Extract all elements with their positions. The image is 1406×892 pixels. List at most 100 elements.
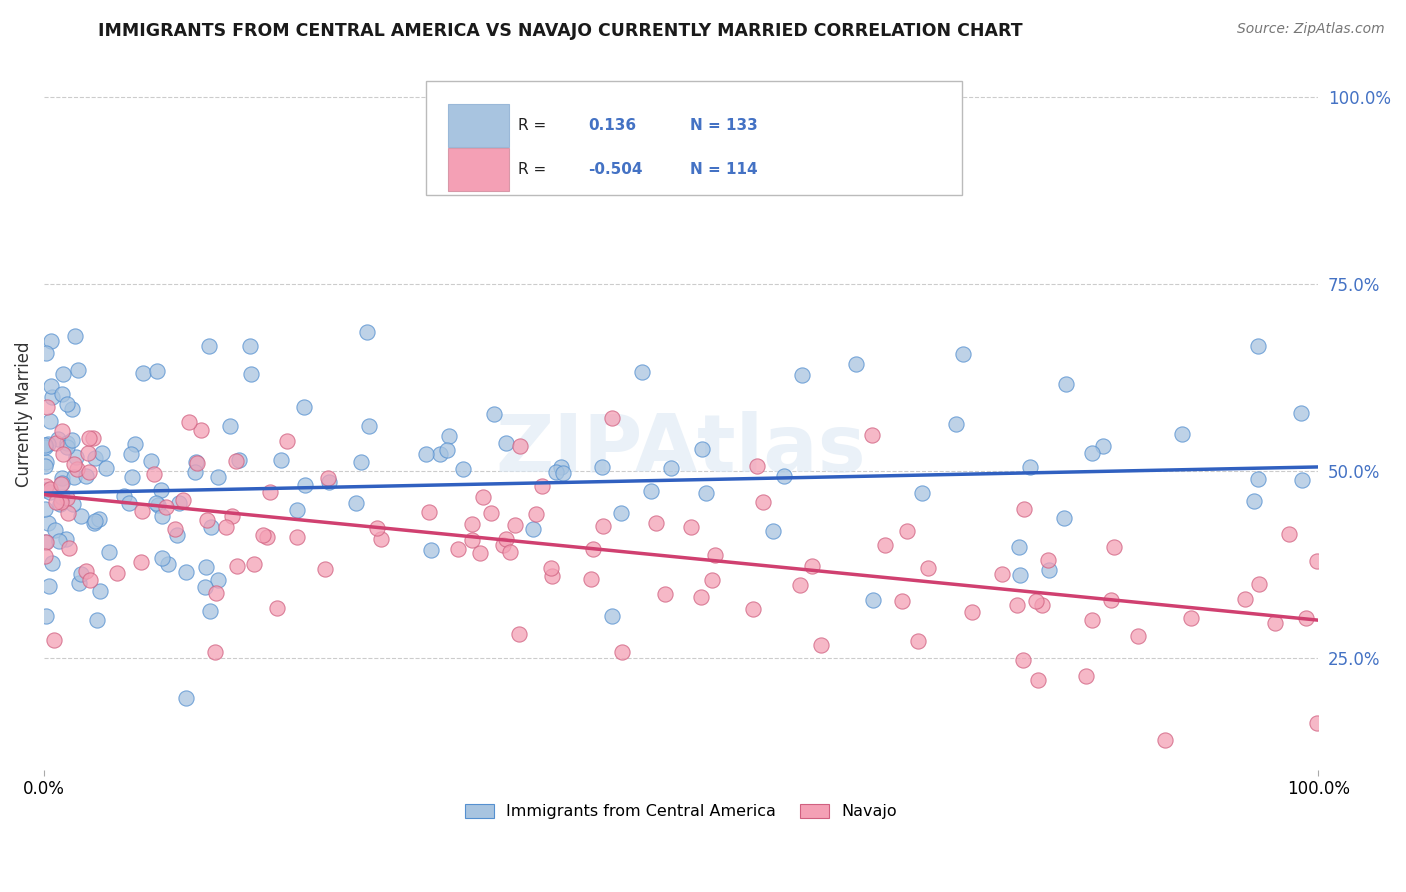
Point <box>531 479 554 493</box>
Point <box>243 558 266 572</box>
Point <box>75 469 97 483</box>
Point <box>56 397 79 411</box>
Point <box>146 364 169 378</box>
Point <box>1104 540 1126 554</box>
Point <box>1038 553 1060 567</box>
Point <box>41 556 63 570</box>
Point <box>51 476 73 491</box>
Point <box>292 400 315 414</box>
Point <box>155 500 177 514</box>
Point <box>810 638 832 652</box>
Point <box>447 542 470 557</box>
Point <box>907 634 929 648</box>
Point <box>34 459 56 474</box>
Point <box>37 437 59 451</box>
Point <box>124 437 146 451</box>
Point <box>105 566 128 581</box>
Point <box>200 519 222 533</box>
Point <box>132 367 155 381</box>
Point <box>62 497 84 511</box>
Point <box>34 440 56 454</box>
Point <box>195 513 218 527</box>
Point <box>1234 591 1257 606</box>
Point <box>86 613 108 627</box>
Point <box>207 469 229 483</box>
Point <box>695 486 717 500</box>
Text: N = 114: N = 114 <box>690 162 758 177</box>
Point <box>1052 510 1074 524</box>
Point <box>471 490 494 504</box>
Point <box>285 530 308 544</box>
Point <box>1091 439 1114 453</box>
FancyBboxPatch shape <box>449 104 509 147</box>
Point <box>415 447 437 461</box>
Point <box>228 453 250 467</box>
Point <box>91 446 114 460</box>
Point <box>600 609 623 624</box>
Text: N = 133: N = 133 <box>690 119 758 133</box>
Point <box>60 401 83 416</box>
Point <box>194 580 217 594</box>
Point <box>911 486 934 500</box>
Point <box>439 428 461 442</box>
Point <box>52 367 75 381</box>
Point <box>1278 527 1301 541</box>
Point <box>226 559 249 574</box>
Point <box>83 451 105 466</box>
Text: -0.504: -0.504 <box>588 162 643 177</box>
Point <box>225 454 247 468</box>
Point <box>65 450 87 465</box>
Point <box>79 573 101 587</box>
Point <box>1153 733 1175 747</box>
Point <box>645 516 668 530</box>
Point <box>77 446 100 460</box>
Point <box>58 541 80 556</box>
Point <box>1306 715 1329 730</box>
Point <box>546 466 568 480</box>
Point <box>156 557 179 571</box>
Point <box>600 411 623 425</box>
Point <box>553 466 575 480</box>
Point <box>172 492 194 507</box>
Point <box>1171 427 1194 442</box>
Point <box>34 609 56 624</box>
Point <box>316 471 339 485</box>
Point <box>82 431 104 445</box>
Point <box>579 572 602 586</box>
Point <box>366 521 388 535</box>
Point <box>990 567 1012 582</box>
Point <box>1076 669 1098 683</box>
Point <box>87 512 110 526</box>
Point <box>215 520 238 534</box>
Point <box>1247 577 1270 591</box>
Point <box>149 483 172 497</box>
Text: 0.136: 0.136 <box>588 119 637 133</box>
Point <box>370 532 392 546</box>
Point <box>896 524 918 538</box>
Point <box>63 470 86 484</box>
Point <box>167 496 190 510</box>
Point <box>1080 446 1102 460</box>
Point <box>481 506 503 520</box>
Point <box>184 454 207 468</box>
Point <box>1026 673 1049 688</box>
Point <box>550 460 572 475</box>
Point <box>35 346 58 360</box>
Point <box>207 573 229 587</box>
Point <box>165 522 187 536</box>
Text: Source: ZipAtlas.com: Source: ZipAtlas.com <box>1237 22 1385 37</box>
Point <box>66 462 89 476</box>
Point <box>190 423 212 437</box>
Point <box>845 357 868 371</box>
Point <box>752 495 775 509</box>
Point <box>56 491 79 506</box>
Point <box>46 433 69 447</box>
Point <box>917 561 939 575</box>
Point <box>195 560 218 574</box>
Point <box>875 538 897 552</box>
Point <box>34 502 56 516</box>
Point <box>238 339 260 353</box>
Point <box>118 496 141 510</box>
Point <box>39 482 62 496</box>
Point <box>259 484 281 499</box>
